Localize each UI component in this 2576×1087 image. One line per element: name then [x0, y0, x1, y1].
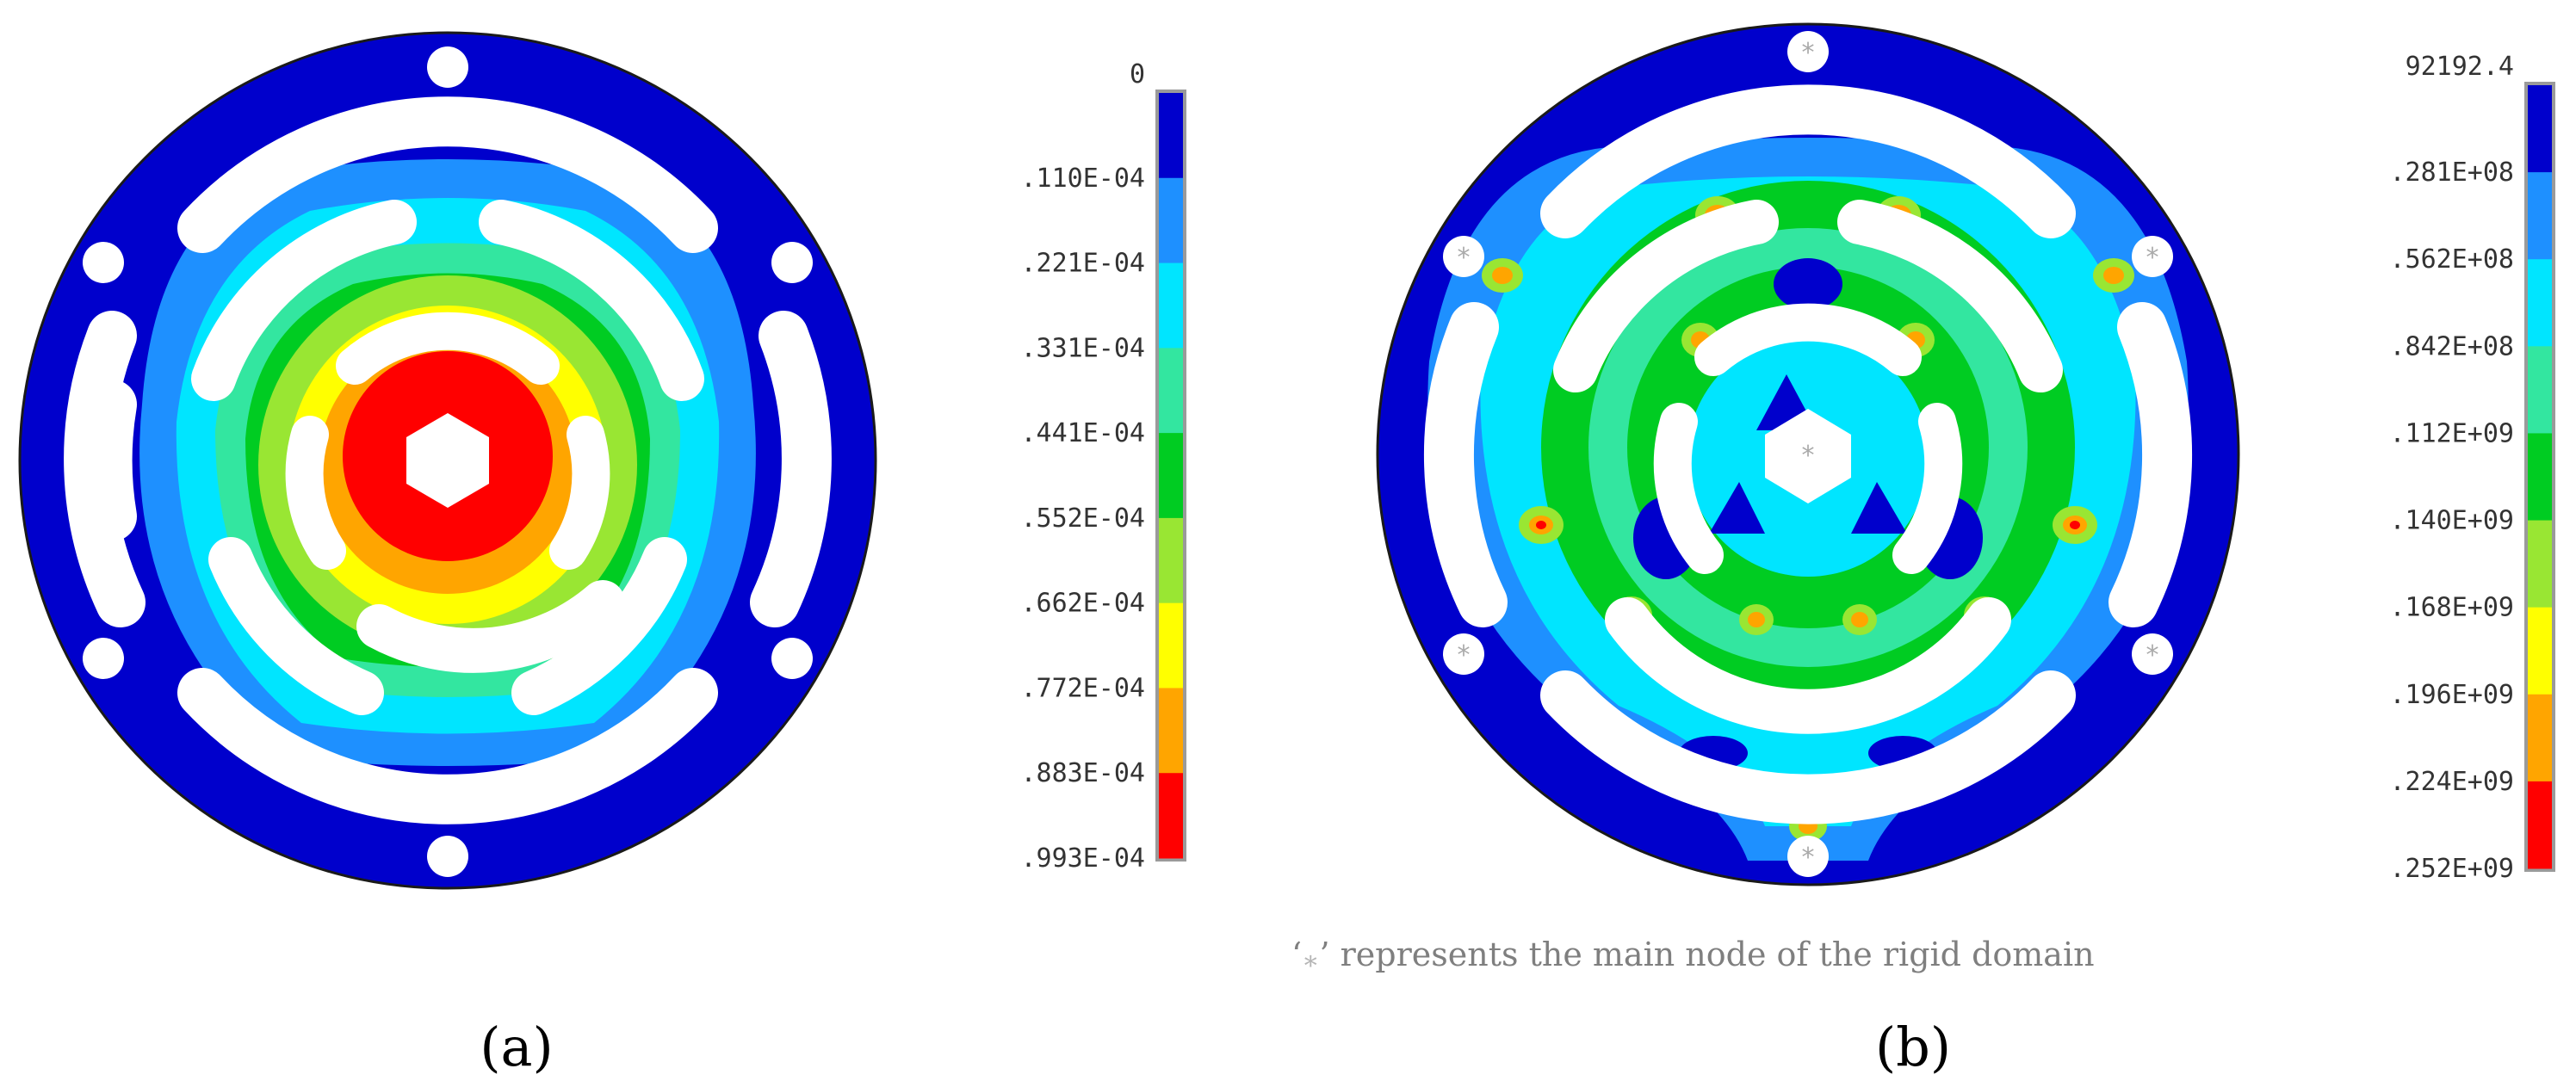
colorbar-swatch	[1159, 433, 1183, 519]
colorbar-tick-label: .441E-04	[1021, 418, 1146, 448]
rigid-node-marker: *	[1458, 243, 1471, 273]
colorbar-swatch	[2528, 781, 2552, 869]
colorbar-tick-label: .842E+08	[2390, 331, 2515, 361]
rigid-node-marker: *	[2146, 243, 2159, 273]
colorbar-swatch	[2528, 607, 2552, 695]
colorbar-swatch	[2528, 520, 2552, 608]
colorbar-a-labels: 0 .110E-04 .221E-04 .331E-04 .441E-04 .552E-0…	[1021, 59, 1146, 874]
colorbar-tick-label: .140E+09	[2390, 506, 2515, 536]
colorbar-tick-label: .281E+08	[2390, 157, 2515, 188]
caption-star: ∗	[1302, 946, 1319, 976]
stress-hotspots	[1482, 196, 2134, 842]
rigid-node-marker: *	[1458, 640, 1471, 670]
rigid-domain-caption: ‘∗’ represents the main node of the rigi…	[1291, 936, 2095, 976]
colorbar-tick-label: .224E+09	[2390, 767, 2515, 797]
panel-a-colorbar: 0 .110E-04 .221E-04 .331E-04 .441E-04 .552E-0…	[1021, 59, 1186, 874]
colorbar-swatch	[1159, 688, 1183, 774]
colorbar-swatch	[2528, 694, 2552, 782]
panel-a-disc	[20, 33, 876, 888]
rigid-node-marker: *	[2146, 640, 2159, 670]
caption-text: ’ represents the main node of the rigid …	[1319, 936, 2094, 973]
colorbar-swatch	[1159, 177, 1183, 264]
colorbar-tick-label: 0	[1130, 59, 1145, 90]
colorbar-tick-label: .883E-04	[1021, 758, 1146, 788]
colorbar-tick-label: .168E+09	[2390, 593, 2515, 623]
rigid-domain-node-markers: * * * * * * *	[1458, 38, 2159, 873]
colorbar-swatch	[1159, 262, 1183, 349]
colorbar-swatch	[1159, 602, 1183, 689]
panel-b-colorbar: 92192.4 .281E+08 .562E+08 .842E+08 .112E+09.…	[2390, 52, 2555, 884]
colorbar-tick-label: .252E+09	[2390, 854, 2515, 884]
colorbar-swatch	[1159, 517, 1183, 604]
rigid-node-marker: *	[1802, 441, 1815, 471]
colorbar-tick-label: 92192.4	[2406, 52, 2514, 82]
colorbar-swatch	[2528, 85, 2552, 173]
colorbar-tick-label: .196E+09	[2390, 680, 2515, 710]
colorbar-swatch	[2528, 172, 2552, 260]
colorbar-tick-label: .552E-04	[1021, 503, 1146, 534]
panel-b-contour-plot: * * * * * * *	[1376, 22, 2240, 886]
caption-open-quote: ‘	[1291, 936, 1302, 973]
colorbar-b-swatches	[2528, 85, 2552, 869]
rigid-node-marker: *	[1802, 843, 1815, 873]
colorbar-swatch	[1159, 93, 1183, 179]
colorbar-tick-label: .112E+09	[2390, 418, 2515, 448]
colorbar-a-swatches	[1159, 93, 1183, 859]
panel-b-label: (b)	[1875, 1016, 1951, 1078]
panel-a-contour-plot	[18, 31, 877, 890]
rigid-node-marker: *	[1802, 38, 1815, 68]
colorbar-swatch	[2528, 433, 2552, 522]
colorbar-swatch	[1159, 348, 1183, 434]
colorbar-tick-label: .110E-04	[1021, 164, 1146, 194]
colorbar-tick-label: .772E-04	[1021, 673, 1146, 703]
colorbar-swatch	[2528, 346, 2552, 434]
colorbar-tick-label: .331E-04	[1021, 333, 1146, 363]
colorbar-tick-label: .562E+08	[2390, 244, 2515, 275]
panel-b-disc	[1378, 24, 2239, 885]
colorbar-swatch	[2528, 259, 2552, 347]
colorbar-tick-label: .993E-04	[1021, 843, 1146, 874]
colorbar-swatch	[1159, 773, 1183, 859]
colorbar-tick-label: .662E-04	[1021, 589, 1146, 619]
colorbar-tick-label: .221E-04	[1021, 249, 1146, 279]
colorbar-b-labels: 92192.4 .281E+08 .562E+08 .842E+08 .112E+09.…	[2390, 52, 2515, 884]
panel-a-label: (a)	[480, 1016, 553, 1078]
